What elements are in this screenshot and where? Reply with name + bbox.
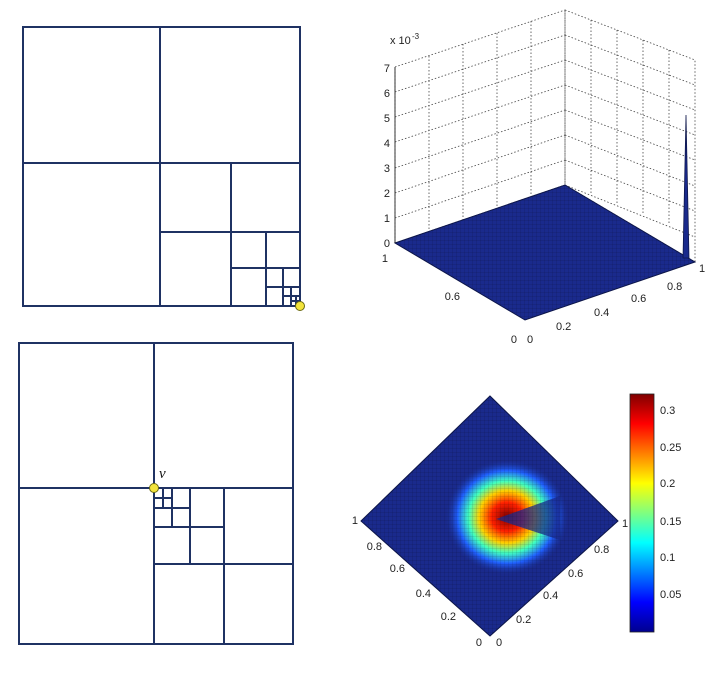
z-tick: 5 [384,113,390,125]
right-edge-tick: 0.6 [568,568,583,580]
x-tick: 0 [527,334,533,346]
colorbar-tick: 0.25 [660,442,681,454]
left-edge-tick: 1 [352,515,358,527]
left-edge-tick: 0.4 [416,588,431,600]
mesh-outer-square [18,342,294,645]
x-tick: 0.2 [556,321,571,333]
x-tick: 0.6 [631,293,646,305]
x-tick: 0.8 [667,281,682,293]
vertex-label: v [159,466,166,482]
left-edge-tick: 0.8 [367,541,382,553]
solution-mesh-overlay [361,396,618,636]
y-tick: 1 [382,253,388,265]
right-edge-tick: 0.2 [516,614,531,626]
surface-plot-top: 0 1 2 3 4 5 6 7 x 10 -3 1 0.6 0 0 0.2 0.… [382,9,705,346]
left-edge-tick: 0.6 [390,563,405,575]
solution-plot-bottom: 1 0.8 0.6 0.4 0.2 0 0 0.2 0.4 0.6 0.8 1 … [352,393,681,649]
x-tick: 1 [699,263,705,275]
colorbar-tick: 0.1 [660,552,675,564]
right-edge-tick: 0.4 [543,590,558,602]
colorbar [629,393,655,633]
z-tick: 0 [384,238,390,250]
interior-vertex-marker [149,483,159,493]
colorbar-tick: 0.2 [660,478,675,490]
z-tick: 7 [384,63,390,75]
y-tick: 0.6 [445,291,460,303]
right-edge-tick: 0.8 [594,544,609,556]
z-tick: 1 [384,213,390,225]
colorbar-tick: 0.05 [660,589,681,601]
left-edge-tick: 0 [476,637,482,649]
right-edge-tick: 0 [496,637,502,649]
z-tick: 4 [384,138,390,150]
y-tick: 0 [511,334,517,346]
corner-vertex-marker [295,301,305,311]
z-tick: 2 [384,188,390,200]
mesh-center-refined [18,342,294,645]
colorbar-tick: 0.3 [660,405,675,417]
surface-mesh-overlay [395,185,695,320]
z-exponent-label: x 10 [390,35,411,47]
mesh-outer-square [22,26,301,307]
z-exponent-power: -3 [412,32,420,41]
z-tick: 6 [384,88,390,100]
right-edge-tick: 1 [622,518,628,530]
x-tick: 0.4 [594,307,609,319]
left-edge-tick: 0.2 [441,611,456,623]
colorbar-tick: 0.15 [660,516,681,528]
z-tick: 3 [384,163,390,175]
back-wall-right [564,9,696,263]
mesh-corner-refined [22,26,301,307]
surface-spike [682,114,690,259]
